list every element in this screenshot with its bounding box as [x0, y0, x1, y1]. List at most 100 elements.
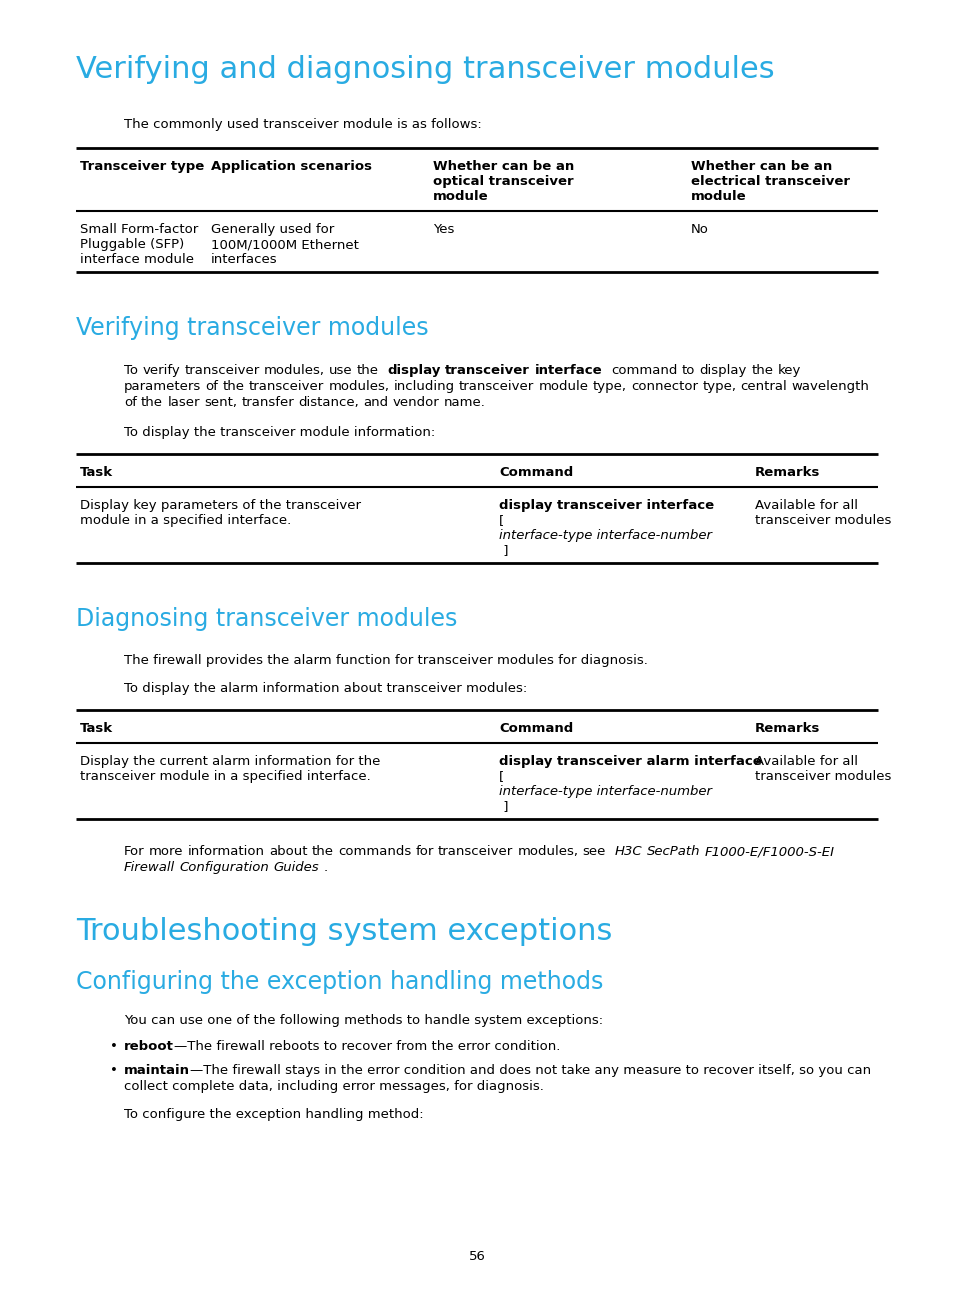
Text: display: display	[699, 364, 746, 377]
Text: and: and	[363, 395, 388, 408]
Text: wavelength: wavelength	[791, 380, 868, 393]
Text: •: •	[110, 1064, 118, 1077]
Text: •: •	[110, 1039, 118, 1052]
Text: module in a specified interface.: module in a specified interface.	[80, 513, 291, 526]
Text: for: for	[415, 845, 434, 858]
Text: module: module	[433, 191, 488, 203]
Text: to: to	[681, 364, 695, 377]
Text: Command: Command	[498, 465, 573, 478]
Text: F1000-E/F1000-S-EI: F1000-E/F1000-S-EI	[703, 845, 833, 858]
Text: display: display	[387, 364, 440, 377]
Text: module: module	[537, 380, 588, 393]
Text: To: To	[124, 364, 138, 377]
Text: command: command	[611, 364, 677, 377]
Text: parameters: parameters	[124, 380, 201, 393]
Text: You can use one of the following methods to handle system exceptions:: You can use one of the following methods…	[124, 1013, 602, 1026]
Text: the: the	[222, 380, 244, 393]
Text: transfer: transfer	[241, 395, 294, 408]
Text: modules,: modules,	[328, 380, 389, 393]
Text: Available for all: Available for all	[754, 756, 857, 769]
Text: transceiver modules: transceiver modules	[754, 513, 890, 526]
Text: key: key	[777, 364, 800, 377]
Text: display transceiver interface: display transceiver interface	[498, 499, 714, 512]
Text: of: of	[124, 395, 136, 408]
Text: ]: ]	[498, 800, 508, 813]
Text: Verifying and diagnosing transceiver modules: Verifying and diagnosing transceiver mod…	[76, 54, 774, 84]
Text: Task: Task	[80, 722, 113, 735]
Text: Generally used for: Generally used for	[211, 223, 334, 236]
Text: vendor: vendor	[393, 395, 439, 408]
Text: Troubleshooting system exceptions: Troubleshooting system exceptions	[76, 918, 612, 946]
Text: commands: commands	[337, 845, 411, 858]
Text: transceiver modules: transceiver modules	[754, 770, 890, 783]
Text: interface-type interface-number: interface-type interface-number	[498, 529, 711, 542]
Text: Guides: Guides	[274, 862, 318, 875]
Text: Configuration: Configuration	[179, 862, 269, 875]
Text: collect complete data, including error messages, for diagnosis.: collect complete data, including error m…	[124, 1080, 543, 1093]
Text: Remarks: Remarks	[754, 465, 820, 478]
Text: interface module: interface module	[80, 253, 193, 266]
Text: transceiver: transceiver	[445, 364, 530, 377]
Text: Small Form-factor: Small Form-factor	[80, 223, 198, 236]
Text: Firewall: Firewall	[124, 862, 175, 875]
Text: modules,: modules,	[517, 845, 578, 858]
Text: the: the	[356, 364, 378, 377]
Text: [: [	[498, 513, 508, 526]
Text: Command: Command	[498, 722, 573, 735]
Text: central: central	[740, 380, 786, 393]
Text: more: more	[149, 845, 183, 858]
Text: information: information	[188, 845, 264, 858]
Text: display transceiver alarm interface: display transceiver alarm interface	[498, 756, 760, 769]
Text: sent,: sent,	[204, 395, 237, 408]
Text: transceiver: transceiver	[249, 380, 324, 393]
Text: distance,: distance,	[298, 395, 358, 408]
Text: —The firewall reboots to recover from the error condition.: —The firewall reboots to recover from th…	[173, 1039, 559, 1052]
Text: H3C: H3C	[614, 845, 641, 858]
Text: SecPath: SecPath	[646, 845, 700, 858]
Text: about: about	[269, 845, 307, 858]
Text: Task: Task	[80, 465, 113, 478]
Text: optical transceiver: optical transceiver	[433, 175, 573, 188]
Text: the: the	[312, 845, 334, 858]
Text: ]: ]	[498, 544, 508, 557]
Text: type,: type,	[701, 380, 736, 393]
Text: —The firewall stays in the error condition and does not take any measure to reco: —The firewall stays in the error conditi…	[190, 1064, 870, 1077]
Text: Remarks: Remarks	[754, 722, 820, 735]
Text: the: the	[141, 395, 163, 408]
Text: Application scenarios: Application scenarios	[211, 161, 372, 174]
Text: use: use	[329, 364, 353, 377]
Text: interfaces: interfaces	[211, 253, 277, 266]
Text: Available for all: Available for all	[754, 499, 857, 512]
Text: Diagnosing transceiver modules: Diagnosing transceiver modules	[76, 607, 456, 631]
Text: transceiver module in a specified interface.: transceiver module in a specified interf…	[80, 770, 371, 783]
Text: No: No	[690, 223, 708, 236]
Text: Configuring the exception handling methods: Configuring the exception handling metho…	[76, 971, 602, 994]
Text: connector: connector	[630, 380, 698, 393]
Text: For: For	[124, 845, 145, 858]
Text: see: see	[582, 845, 605, 858]
Text: name.: name.	[443, 395, 485, 408]
Text: To display the transceiver module information:: To display the transceiver module inform…	[124, 425, 435, 439]
Text: reboot: reboot	[124, 1039, 173, 1052]
Text: [: [	[498, 770, 508, 783]
Text: Display key parameters of the transceiver: Display key parameters of the transceive…	[80, 499, 360, 512]
Text: The commonly used transceiver module is as follows:: The commonly used transceiver module is …	[124, 118, 481, 131]
Text: To display the alarm information about transceiver modules:: To display the alarm information about t…	[124, 682, 527, 695]
Text: modules,: modules,	[263, 364, 324, 377]
Text: 100M/1000M Ethernet: 100M/1000M Ethernet	[211, 238, 358, 251]
Text: interface: interface	[535, 364, 602, 377]
Text: verify: verify	[142, 364, 180, 377]
Text: To configure the exception handling method:: To configure the exception handling meth…	[124, 1108, 423, 1121]
Text: Pluggable (SFP): Pluggable (SFP)	[80, 238, 184, 251]
Text: Yes: Yes	[433, 223, 454, 236]
Text: Whether can be an: Whether can be an	[690, 161, 831, 174]
Text: 56: 56	[468, 1249, 485, 1262]
Text: .: .	[323, 862, 327, 875]
Text: The firewall provides the alarm function for transceiver modules for diagnosis.: The firewall provides the alarm function…	[124, 654, 647, 667]
Text: the: the	[750, 364, 773, 377]
Text: Display the current alarm information for the: Display the current alarm information fo…	[80, 756, 380, 769]
Text: Transceiver type: Transceiver type	[80, 161, 204, 174]
Text: Whether can be an: Whether can be an	[433, 161, 574, 174]
Text: transceiver: transceiver	[458, 380, 534, 393]
Text: including: including	[394, 380, 455, 393]
